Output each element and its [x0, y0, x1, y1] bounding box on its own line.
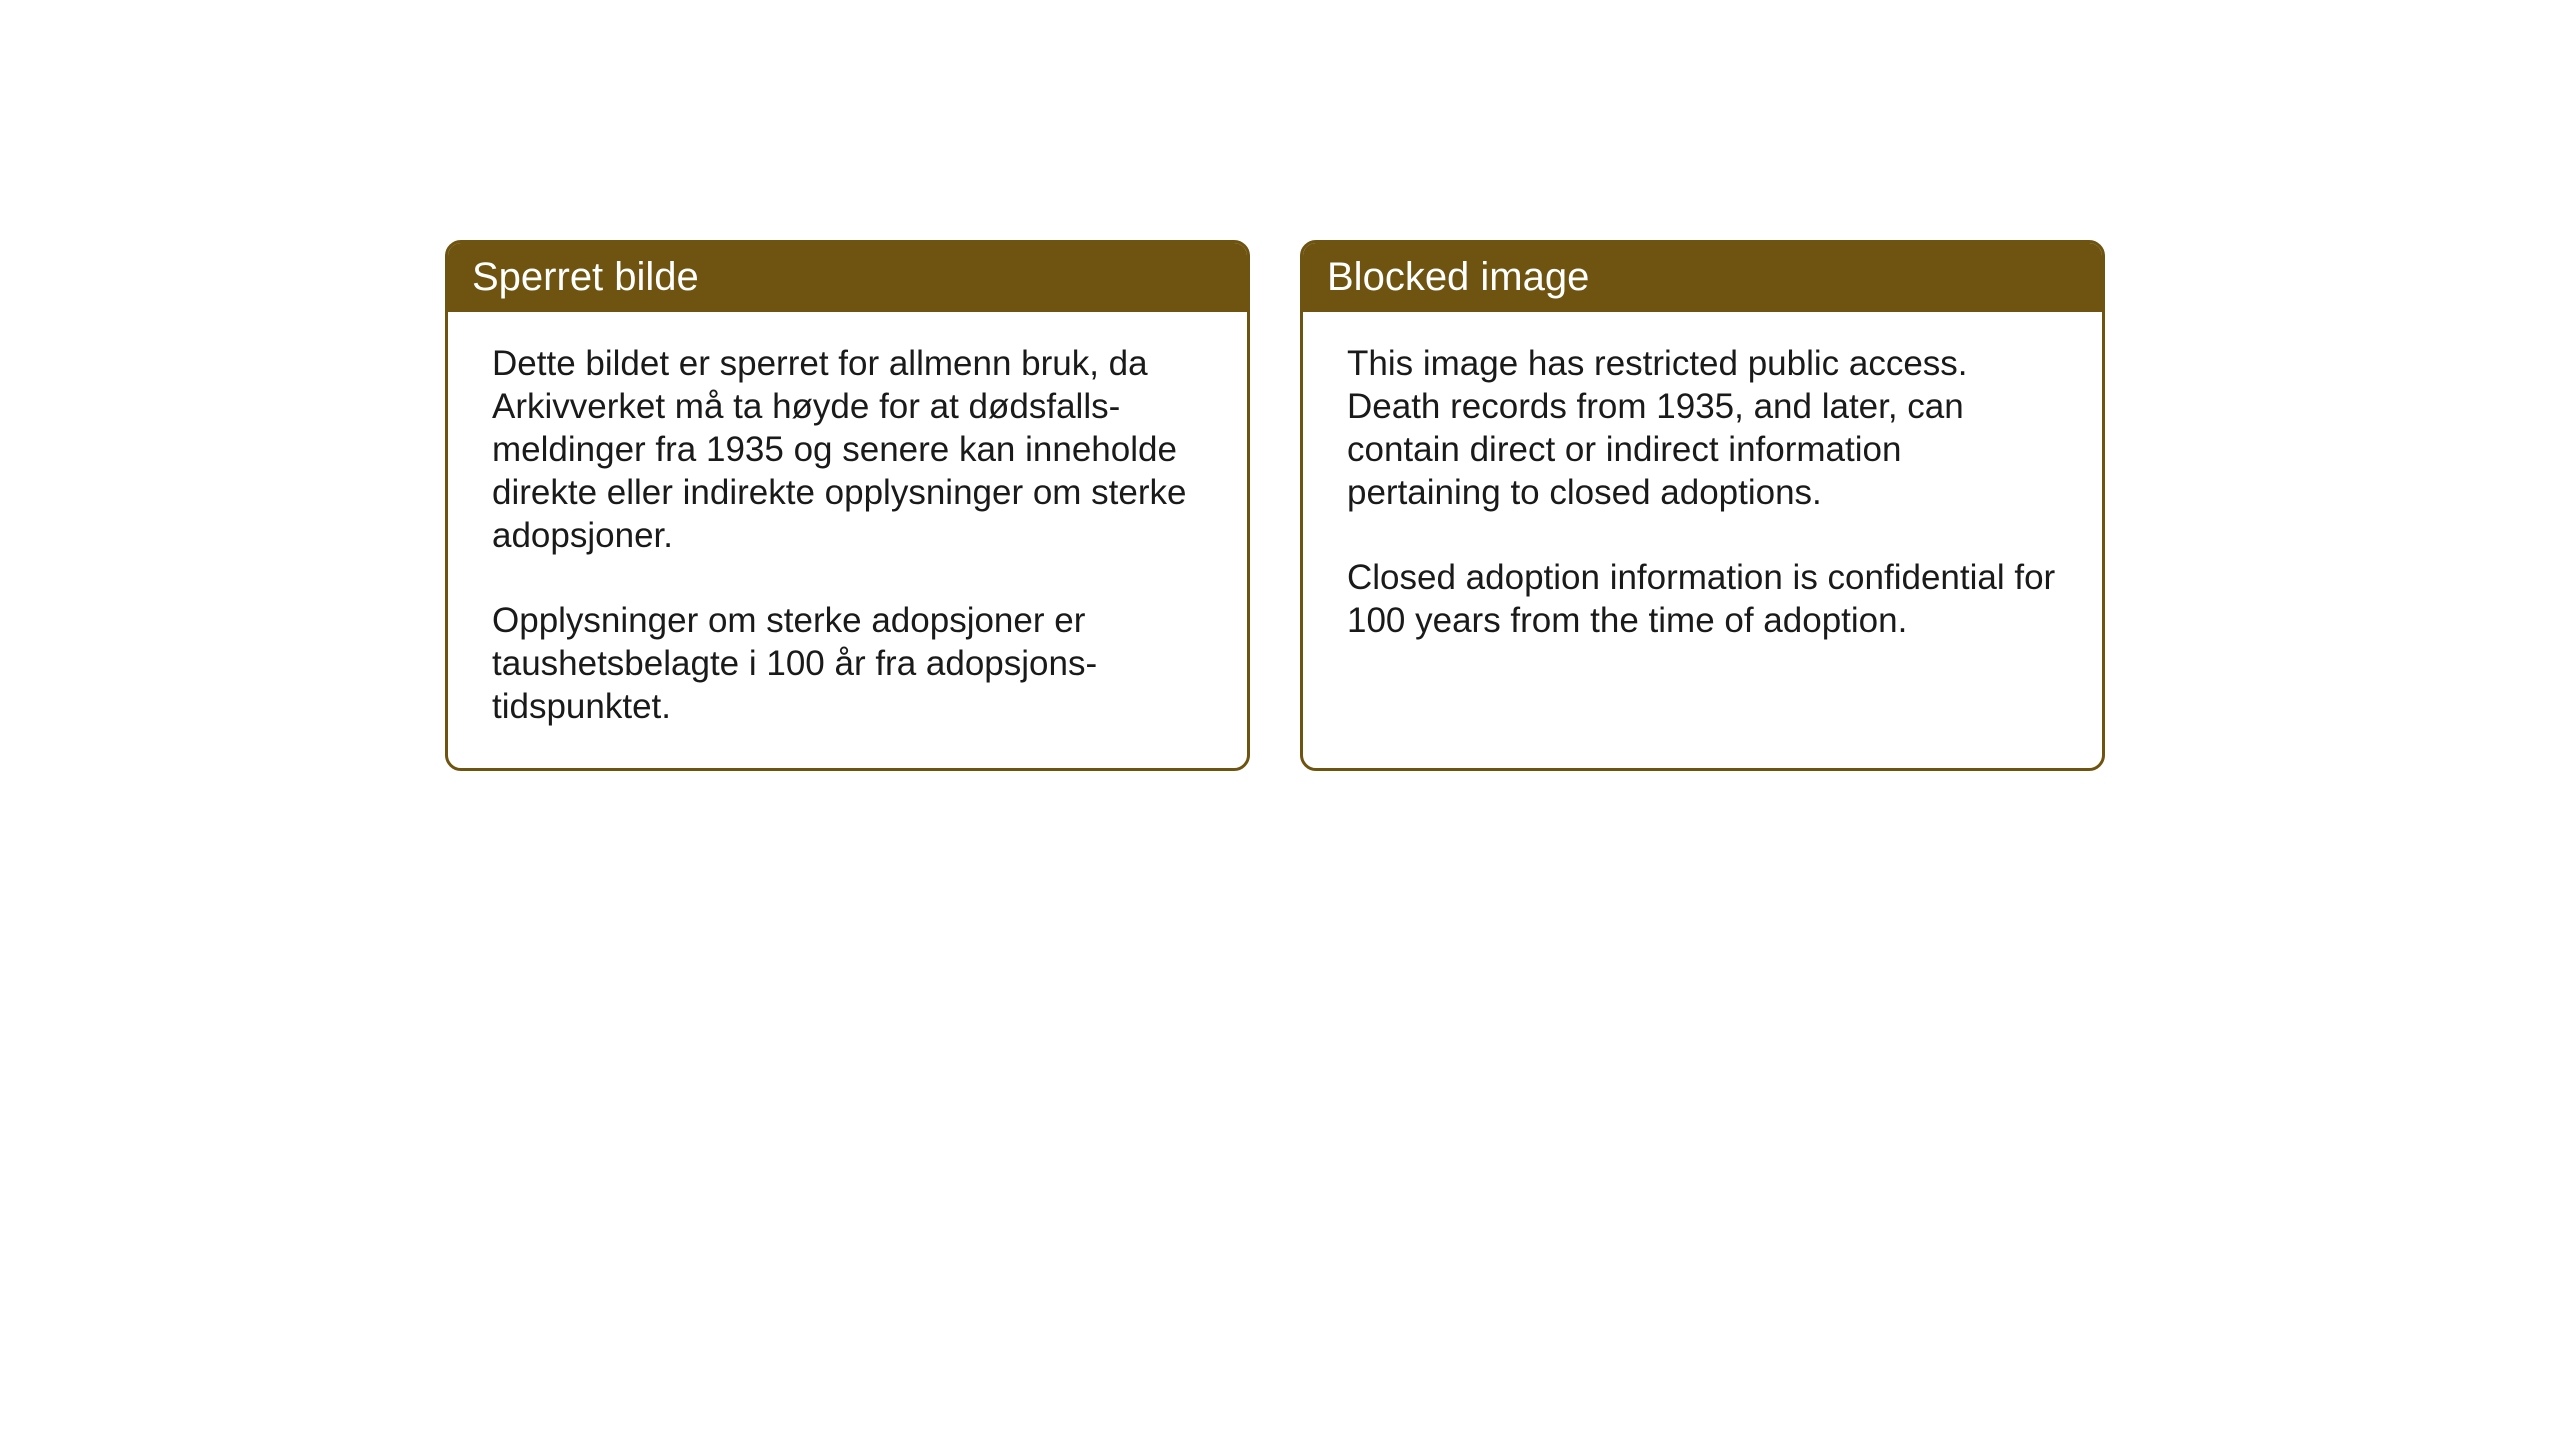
notice-paragraph-1-english: This image has restricted public access.…: [1347, 342, 2058, 514]
notice-container: Sperret bilde Dette bildet er sperret fo…: [0, 0, 2560, 771]
notice-body-english: This image has restricted public access.…: [1303, 312, 2102, 752]
notice-box-english: Blocked image This image has restricted …: [1300, 240, 2105, 771]
notice-header-english: Blocked image: [1303, 243, 2102, 312]
notice-body-norwegian: Dette bildet er sperret for allmenn bruk…: [448, 312, 1247, 768]
notice-paragraph-1-norwegian: Dette bildet er sperret for allmenn bruk…: [492, 342, 1203, 557]
notice-box-norwegian: Sperret bilde Dette bildet er sperret fo…: [445, 240, 1250, 771]
notice-paragraph-2-norwegian: Opplysninger om sterke adopsjoner er tau…: [492, 599, 1203, 728]
notice-header-norwegian: Sperret bilde: [448, 243, 1247, 312]
notice-paragraph-2-english: Closed adoption information is confident…: [1347, 556, 2058, 642]
